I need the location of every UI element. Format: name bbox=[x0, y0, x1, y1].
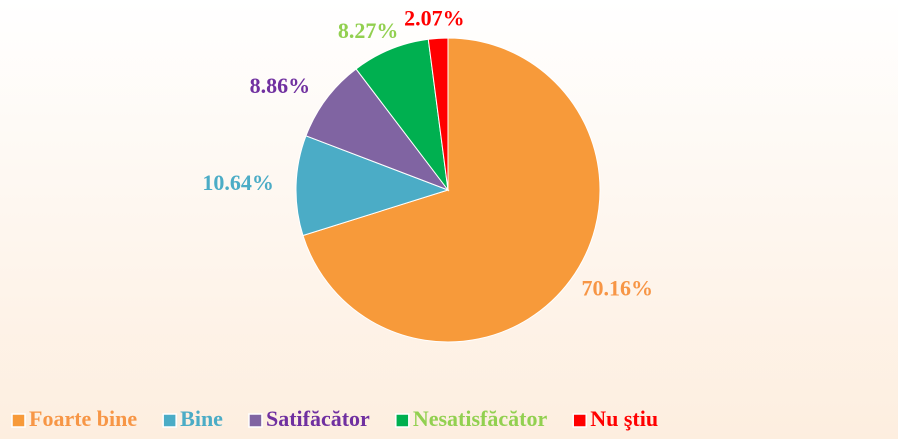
legend-swatch bbox=[162, 413, 177, 428]
pie-slice bbox=[295, 135, 450, 237]
legend-swatch bbox=[11, 413, 26, 428]
pie-slice bbox=[302, 37, 601, 343]
legend-label: Nu ştiu bbox=[590, 406, 658, 431]
pie-slice bbox=[305, 68, 450, 192]
pie: 70.16% 10.64% 8.86% 8.27% 2.07% bbox=[202, 5, 654, 343]
legend-label: Foarte bine bbox=[29, 406, 137, 431]
data-label: 10.64% bbox=[202, 170, 274, 195]
data-label: 8.86% bbox=[250, 73, 311, 98]
legend-label: Bine bbox=[180, 406, 223, 431]
legend-label: Satifăcător bbox=[266, 406, 370, 431]
legend-swatch bbox=[248, 413, 263, 428]
data-label: 8.27% bbox=[338, 18, 399, 43]
pie-slice bbox=[427, 37, 449, 191]
legend-label: Nesatisfăcător bbox=[413, 406, 548, 431]
legend: Foarte bine Bine Satifăcător Nesatisfăcător… bbox=[11, 406, 658, 431]
legend-swatch bbox=[395, 413, 410, 428]
data-label: 70.16% bbox=[582, 276, 654, 301]
data-label: 2.07% bbox=[404, 5, 465, 30]
legend-swatch bbox=[572, 413, 587, 428]
